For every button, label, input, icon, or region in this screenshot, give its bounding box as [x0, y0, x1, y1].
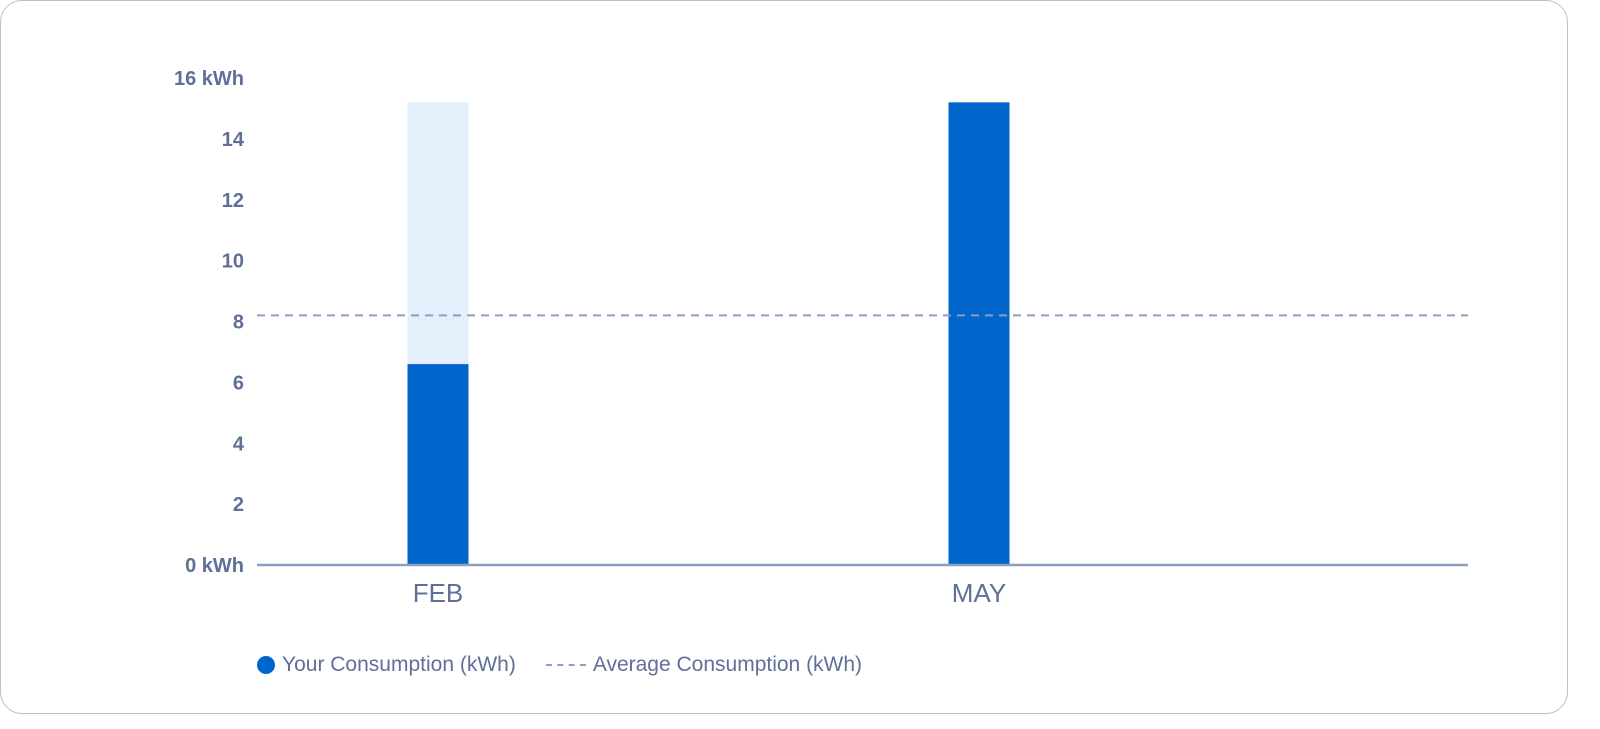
y-tick-label: 12 [222, 190, 244, 212]
x-tick-label: MAY [952, 578, 1006, 608]
y-tick-label: 8 [233, 312, 244, 334]
y-tick-label: 14 [222, 129, 245, 151]
bar-feb [407, 364, 469, 565]
legend-item-your-consumption[interactable]: Your Consumption (kWh) [257, 653, 516, 677]
legend-dashed-line-icon [545, 664, 586, 666]
y-tick-label: 6 [233, 372, 244, 394]
y-tick-label: 0 kWh [185, 555, 244, 577]
chart-card: 0 kWh 2 4 6 8 10 12 14 16 kWh FEB MAY Your Consump… [0, 0, 1568, 714]
legend-label-average-consumption: Average Consumption (kWh) [592, 653, 863, 676]
bar-may [948, 102, 1010, 565]
y-tick-label: 2 [233, 494, 244, 516]
consumption-bar-chart: 0 kWh 2 4 6 8 10 12 14 16 kWh FEB MAY [174, 68, 1468, 608]
chart-legend: Your Consumption (kWh) Average Consumpti… [257, 649, 862, 681]
x-tick-label: FEB [413, 578, 464, 608]
y-tick-label: 16 kWh [174, 68, 244, 90]
legend-dot-icon [257, 656, 275, 674]
y-tick-label: 10 [222, 251, 244, 273]
y-tick-label: 4 [233, 433, 245, 455]
legend-item-average-consumption[interactable]: Average Consumption (kWh) [545, 653, 863, 677]
legend-label-your-consumption: Your Consumption (kWh) [282, 653, 516, 676]
